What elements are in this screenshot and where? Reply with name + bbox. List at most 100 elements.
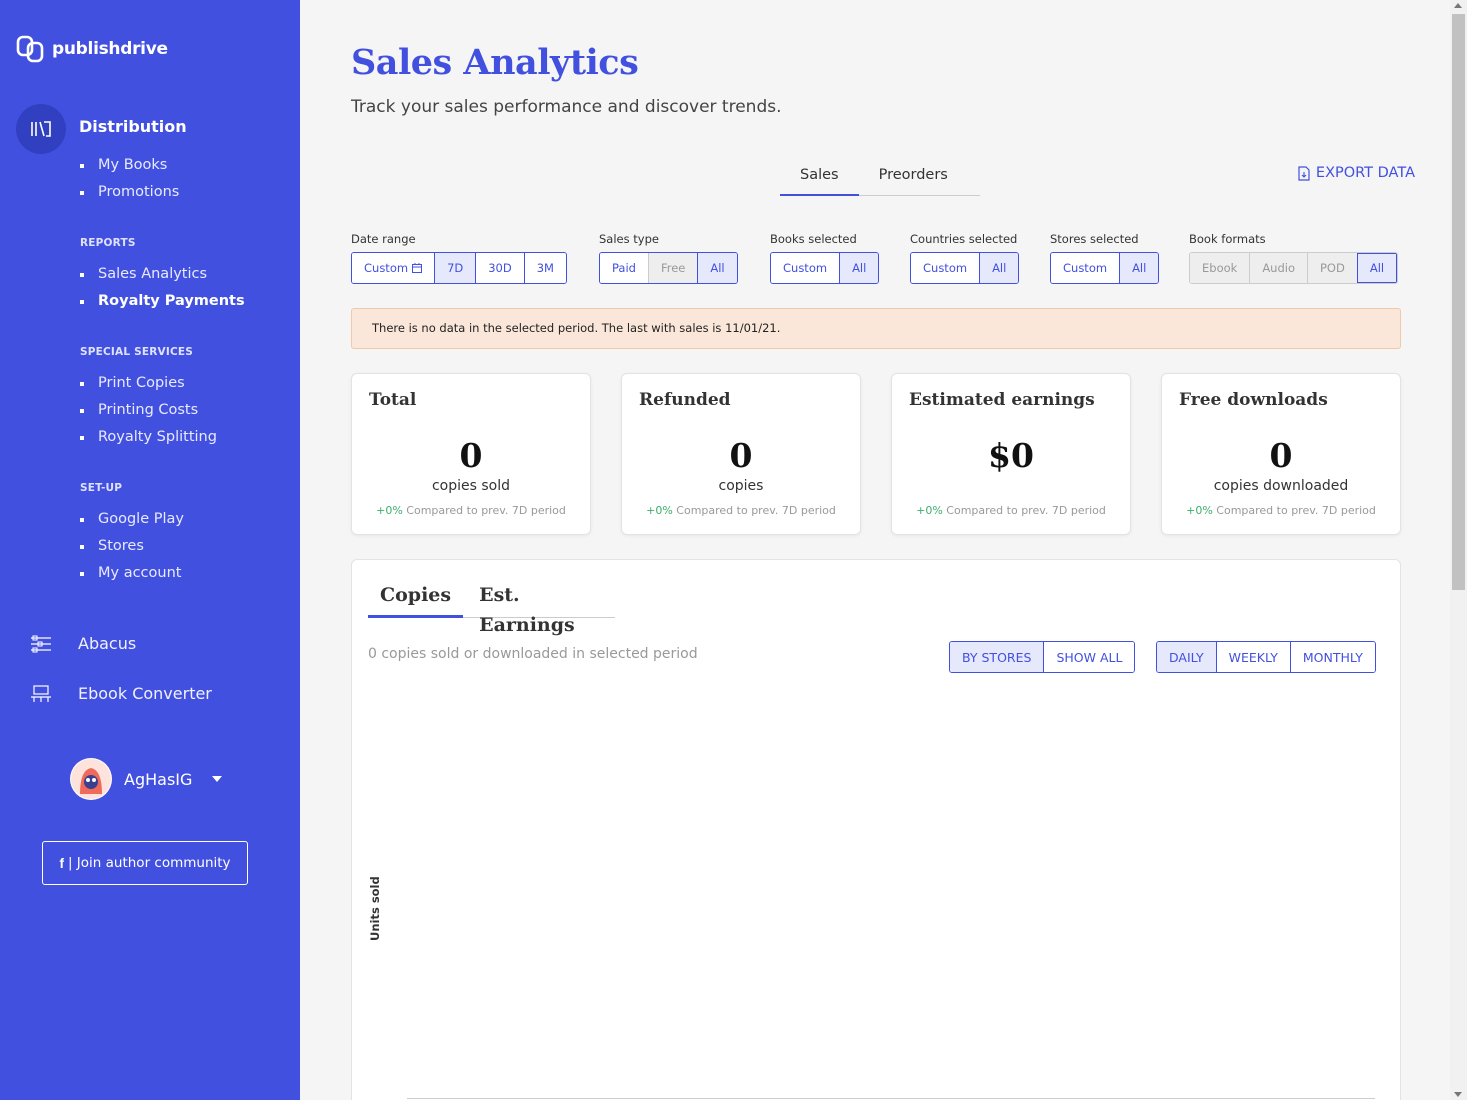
brand-logo[interactable]: publishdrive [16, 34, 168, 64]
scroll-up-icon[interactable] [1454, 3, 1462, 8]
distribution-menu: My Books Promotions [80, 152, 179, 206]
book-formats-filter: Book formats Ebook Audio POD All [1189, 232, 1399, 284]
stat-value: $0 [988, 436, 1034, 475]
reports-menu: Sales Analytics Royalty Payments [80, 261, 245, 315]
format-all-button[interactable]: All [1356, 253, 1398, 283]
nav-distribution[interactable]: Distribution [79, 117, 187, 136]
user-name: AgHasIG [124, 769, 193, 789]
book-formats-buttons: Ebook Audio POD All [1189, 252, 1399, 284]
grouping-buttons: BY STORES SHOW ALL [949, 641, 1136, 673]
books-all-button[interactable]: All [839, 253, 879, 283]
sales-free-button[interactable]: Free [647, 253, 698, 283]
stat-compare-text: Compared to prev. 7D period [406, 504, 566, 517]
sales-paid-button[interactable]: Paid [600, 253, 648, 283]
date-7d-button[interactable]: 7D [434, 253, 476, 283]
tab-sales[interactable]: Sales [780, 158, 859, 196]
format-ebook-button[interactable]: Ebook [1190, 253, 1250, 283]
date-range-label: Date range [351, 232, 416, 246]
period-buttons: DAILY WEEKLY MONTHLY [1156, 641, 1376, 673]
nav-my-books[interactable]: My Books [80, 152, 179, 179]
nav-stores[interactable]: Stores [80, 533, 184, 560]
show-all-button[interactable]: SHOW ALL [1043, 642, 1135, 672]
nav-sales-analytics[interactable]: Sales Analytics [80, 261, 245, 288]
stat-value: 0 [1269, 436, 1293, 475]
avatar-illustration-icon [71, 759, 111, 799]
stat-card-free-downloads: Free downloads 0 copies downloaded +0% C… [1161, 373, 1401, 535]
tab-est-earnings[interactable]: Est. Earnings [479, 584, 575, 636]
special-services-menu: Print Copies Printing Costs Royalty Spli… [80, 370, 217, 451]
stat-unit: copies [718, 478, 764, 494]
distribution-icon-circle[interactable] [16, 104, 66, 154]
reports-heading: REPORTS [80, 237, 136, 249]
stat-card-earnings: Estimated earnings $0 +0% Compared to pr… [891, 373, 1131, 535]
stores-filter: Stores selected Custom All [1050, 232, 1160, 284]
date-30d-button[interactable]: 30D [475, 253, 524, 283]
stat-unit: copies downloaded [1213, 478, 1349, 494]
chart-note: 0 copies sold or downloaded in selected … [368, 646, 698, 662]
stores-all-button[interactable]: All [1119, 253, 1159, 283]
stores-label: Stores selected [1050, 232, 1139, 246]
nav-royalty-splitting[interactable]: Royalty Splitting [80, 424, 217, 451]
nav-abacus[interactable]: Abacus [30, 634, 136, 653]
nav-royalty-payments[interactable]: Royalty Payments [80, 288, 245, 315]
countries-all-button[interactable]: All [979, 253, 1019, 283]
nav-abacus-label: Abacus [78, 634, 137, 653]
countries-custom-button[interactable]: Custom [911, 253, 980, 283]
tab-preorders[interactable]: Preorders [878, 167, 948, 183]
nav-google-play[interactable]: Google Play [80, 506, 184, 533]
books-label: Books selected [770, 232, 857, 246]
page-scrollbar[interactable] [1450, 0, 1467, 1100]
nav-printing-costs[interactable]: Printing Costs [80, 397, 217, 424]
scroll-down-icon[interactable] [1454, 1092, 1462, 1097]
date-range-filter: Date range Custom 7D 30D 3M [351, 232, 567, 284]
stat-delta: +0% [376, 504, 403, 517]
nav-converter-label: Ebook Converter [78, 684, 212, 703]
chart-card: Copies Est. Earnings 0 copies sold or do… [351, 559, 1401, 1100]
stat-compare-text: Compared to prev. 7D period [1216, 504, 1376, 517]
page-subtitle: Track your sales performance and discove… [351, 97, 782, 117]
stores-custom-button[interactable]: Custom [1051, 253, 1120, 283]
export-data-label: EXPORT DATA [1315, 165, 1415, 181]
abacus-icon [31, 635, 51, 652]
format-pod-button[interactable]: POD [1307, 253, 1357, 283]
facebook-icon: f [59, 855, 64, 871]
books-filter: Books selected Custom All [770, 232, 880, 284]
nav-promotions[interactable]: Promotions [80, 179, 179, 206]
tab-copies[interactable]: Copies [368, 580, 464, 618]
format-audio-button[interactable]: Audio [1249, 253, 1307, 283]
nav-ebook-converter[interactable]: Ebook Converter [30, 684, 212, 703]
scrollbar-thumb[interactable] [1452, 14, 1465, 590]
y-axis-label: Units sold [368, 876, 382, 941]
stat-delta: +0% [646, 504, 673, 517]
date-range-buttons: Custom 7D 30D 3M [351, 252, 567, 284]
join-community-label: | Join author community [67, 855, 231, 871]
chevron-down-icon[interactable] [212, 776, 223, 782]
weekly-button[interactable]: WEEKLY [1215, 642, 1290, 672]
export-data-button[interactable]: EXPORT DATA [1298, 165, 1415, 181]
book-formats-label: Book formats [1189, 232, 1266, 246]
books-custom-button[interactable]: Custom [771, 253, 840, 283]
countries-buttons: Custom All [910, 252, 1020, 284]
calendar-icon [412, 263, 423, 273]
file-export-icon [1298, 165, 1310, 181]
date-3m-button[interactable]: 3M [523, 253, 566, 283]
stat-delta: +0% [916, 504, 943, 517]
nav-print-copies[interactable]: Print Copies [80, 370, 217, 397]
sales-all-button[interactable]: All [697, 253, 737, 283]
countries-filter: Countries selected Custom All [910, 232, 1020, 284]
stat-compare-text: Compared to prev. 7D period [946, 504, 1106, 517]
stat-compare: +0% Compared to prev. 7D period [352, 504, 590, 517]
date-custom-label: Custom [364, 261, 409, 275]
by-stores-button[interactable]: BY STORES [950, 642, 1044, 672]
join-community-button[interactable]: f | Join author community [42, 841, 248, 885]
monthly-button[interactable]: MONTHLY [1289, 642, 1375, 672]
date-custom-button[interactable]: Custom [352, 253, 435, 283]
stat-title: Estimated earnings [909, 390, 1095, 410]
publishdrive-logo-icon [16, 35, 44, 63]
stat-unit: copies sold [431, 478, 511, 494]
report-tabs: Sales Preorders [780, 158, 980, 196]
daily-button[interactable]: DAILY [1157, 642, 1216, 672]
nav-my-account[interactable]: My account [80, 560, 184, 587]
special-services-heading: SPECIAL SERVICES [80, 346, 194, 358]
user-menu[interactable]: AgHasIG [70, 758, 223, 800]
